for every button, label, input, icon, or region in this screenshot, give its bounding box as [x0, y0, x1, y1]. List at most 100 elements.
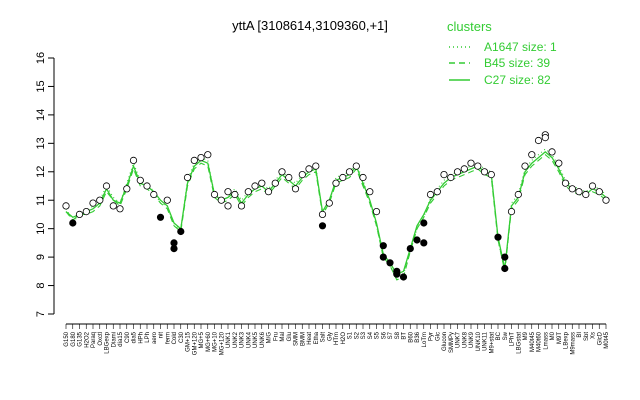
x-tick-label: Cold	[172, 332, 178, 344]
x-tick-label: M9T	[557, 332, 563, 344]
data-point	[231, 190, 239, 199]
x-tick-label: B60	[408, 331, 414, 342]
x-tick-label: LPh	[145, 332, 151, 343]
data-point	[494, 233, 502, 241]
data-point	[420, 219, 428, 227]
data-point	[426, 190, 435, 199]
x-tick-label: B36	[415, 331, 421, 342]
series-line-solid	[65, 151, 607, 276]
data-point	[258, 179, 266, 187]
data-point	[467, 159, 475, 167]
data-point	[447, 173, 455, 182]
data-point	[143, 182, 151, 190]
x-tick-label: HPh	[138, 332, 144, 344]
data-point	[521, 162, 529, 170]
chart-title: yttA [3108614,3109360,+1]	[232, 18, 388, 33]
x-tick-label: M9mass	[570, 332, 576, 355]
y-tick-label: 9	[35, 254, 47, 260]
x-tick-label: UNK5	[253, 331, 259, 348]
x-tick-label: S2	[354, 331, 360, 339]
data-point	[278, 168, 286, 176]
data-point	[312, 162, 320, 170]
y-tick-label: 7	[35, 311, 47, 317]
x-tick-label: SMM	[294, 332, 300, 346]
data-point	[345, 168, 354, 176]
data-point	[548, 148, 556, 156]
data-point	[129, 156, 138, 164]
legend-entry-c27: C27 size: 82	[484, 73, 551, 87]
x-tick-label: dia15	[118, 331, 124, 346]
data-point	[217, 196, 225, 204]
data-point	[393, 270, 401, 278]
series-line-dashed	[65, 153, 607, 281]
x-tick-label: BC	[496, 331, 502, 340]
data-point	[325, 199, 333, 207]
data-point	[271, 179, 279, 187]
data-point	[224, 188, 232, 196]
x-tick-label: Glc	[435, 332, 441, 341]
data-point	[183, 173, 192, 182]
data-point	[440, 171, 448, 179]
data-point	[379, 242, 387, 250]
data-point	[541, 134, 549, 142]
x-tick-label: UNK9	[469, 331, 475, 348]
x-tick-label: LoTm	[422, 332, 428, 347]
data-point	[501, 264, 509, 273]
data-point	[575, 188, 583, 196]
x-tick-label: LPhT	[510, 332, 516, 347]
legend-entry-a1647: A1647 size: 1	[484, 40, 557, 54]
x-tick-label: S5	[375, 331, 381, 339]
x-tick-label: Sbt	[584, 332, 590, 341]
x-tick-label: Glucon	[442, 332, 448, 351]
x-tick-label: Diami	[111, 332, 117, 347]
x-tick-label: Gly	[327, 332, 333, 341]
data-point	[386, 259, 394, 267]
y-tick-label: 11	[35, 195, 47, 206]
data-point	[480, 168, 489, 176]
data-point	[298, 171, 306, 179]
x-tick-label: S3	[361, 331, 367, 339]
x-tick-label: BI	[577, 332, 583, 338]
x-tick-label: Salt	[321, 332, 327, 343]
y-tick-label: 13	[35, 137, 47, 149]
data-point	[244, 188, 252, 196]
legend-entry-b45: B45 size: 39	[484, 56, 550, 70]
x-tick-label: BMM	[300, 332, 306, 346]
data-point	[123, 185, 131, 193]
x-tick-label: Oxctl	[98, 332, 104, 346]
x-tick-label: C30	[179, 331, 185, 343]
y-tick-label: 16	[35, 52, 47, 64]
x-tick-label: UNK2	[233, 331, 239, 348]
data-point	[318, 210, 327, 218]
x-tick-label: M9	[523, 331, 529, 340]
x-tick-label: BT	[402, 332, 408, 340]
data-point	[332, 179, 340, 187]
data-point	[561, 179, 570, 187]
data-point	[318, 222, 327, 230]
x-tick-label: M/G	[267, 332, 273, 344]
x-tick-label: M40t60	[537, 331, 543, 352]
data-point	[163, 196, 171, 204]
x-tick-label: UNK3	[240, 331, 246, 348]
data-point	[460, 165, 468, 173]
data-point	[102, 182, 111, 190]
data-point	[359, 173, 367, 182]
x-tick-label: UNK11	[483, 331, 489, 351]
data-point	[96, 196, 104, 204]
x-tick-label: M40t45	[530, 331, 536, 352]
data-point	[433, 188, 441, 196]
x-tick-label: LBGstat	[516, 332, 522, 354]
data-point	[251, 182, 259, 190]
data-point	[555, 159, 563, 167]
data-point	[339, 173, 347, 182]
data-point	[177, 227, 185, 236]
x-tick-label: S4	[368, 331, 374, 339]
data-point	[487, 171, 495, 179]
data-point	[514, 190, 522, 199]
x-tick-label: Fru	[273, 332, 279, 341]
data-point	[534, 136, 543, 145]
x-tick-label: MG+60	[206, 331, 212, 352]
data-point	[568, 185, 576, 193]
data-point	[588, 182, 597, 190]
